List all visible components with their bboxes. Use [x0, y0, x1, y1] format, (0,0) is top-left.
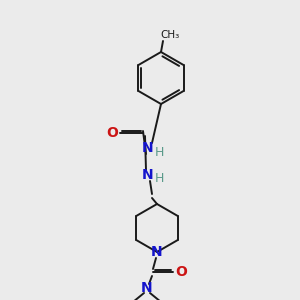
Text: N: N	[151, 245, 163, 259]
Text: N: N	[142, 168, 154, 182]
Text: O: O	[175, 265, 187, 279]
Text: H: H	[154, 146, 164, 158]
Text: CH₃: CH₃	[160, 30, 180, 40]
Text: O: O	[106, 126, 118, 140]
Text: N: N	[141, 281, 153, 295]
Text: H: H	[154, 172, 164, 185]
Text: N: N	[142, 141, 154, 155]
